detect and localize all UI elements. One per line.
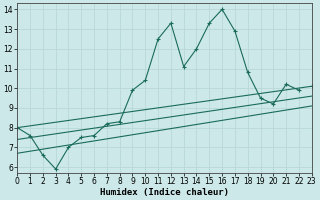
- X-axis label: Humidex (Indice chaleur): Humidex (Indice chaleur): [100, 188, 229, 197]
